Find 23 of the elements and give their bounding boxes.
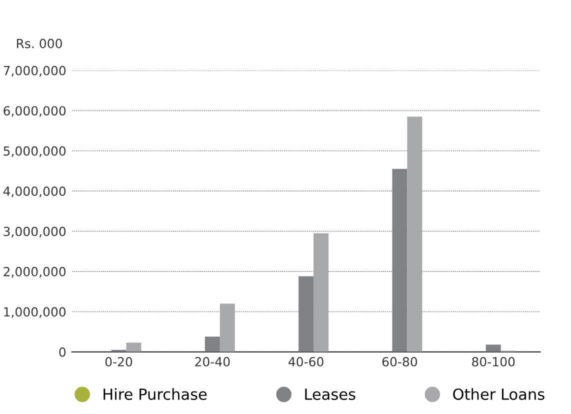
y-tick-label: 3,000,000 [4,226,66,238]
x-tick-label: 0-20 [105,356,132,366]
y-tick-label: 7,000,000 [4,66,66,77]
y-tick-label: 6,000,000 [4,106,66,117]
bar [126,342,142,352]
y-tick-label: 4,000,000 [3,186,66,198]
legend-label: Other Loans [453,388,544,400]
bar [407,116,422,352]
y-axis-title: Rs. 000 [16,38,62,48]
x-tick-label: 40-60 [288,356,324,366]
bar [314,233,329,352]
legend-label: Hire Purchase [104,388,207,400]
bar [220,304,235,352]
legend-label: Leases [305,388,356,400]
bar [486,344,501,352]
x-tick-label: 60-80 [382,356,418,366]
y-tick-label: 1,000,000 [4,307,66,318]
x-tick-label: 80-100 [472,356,515,366]
y-tick-label: 0 [59,347,66,357]
x-tick-label: 20-40 [195,356,230,366]
y-tick-label: 2,000,000 [4,266,66,278]
bar [204,336,220,352]
y-tick-label: 5,000,000 [4,146,66,158]
